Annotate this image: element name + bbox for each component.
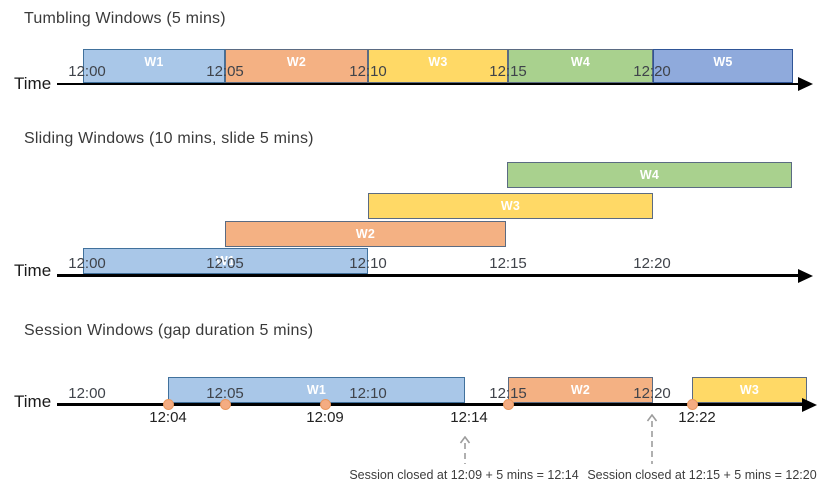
window-label: W3 — [739, 383, 760, 397]
window-label: W2 — [355, 227, 376, 241]
event-dot — [162, 399, 174, 410]
event-dot — [319, 399, 331, 410]
axis-arrowhead-icon — [798, 77, 813, 91]
event-time-label: 12:04 — [149, 409, 187, 426]
tick-label: 12:20 — [633, 255, 671, 272]
window-box-sliding-w1: W1 — [83, 248, 368, 274]
tick-label: 12:15 — [489, 385, 527, 402]
dashed-arrow-icon — [459, 435, 471, 464]
window-box-sliding-w4: W4 — [507, 162, 792, 188]
tick-label: 12:00 — [68, 255, 106, 272]
tick-label: 12:20 — [633, 63, 671, 80]
window-label: W2 — [286, 55, 307, 69]
window-label: W4 — [639, 168, 660, 182]
tick-label: 12:10 — [349, 255, 387, 272]
time-axis-line — [57, 274, 800, 277]
window-box-tumbling-w4: W4 — [508, 49, 653, 83]
time-axis-label: Time — [14, 74, 52, 93]
tick-label: 12:05 — [206, 255, 244, 272]
tick-label: 12:15 — [489, 255, 527, 272]
window-box-tumbling-w1: W1 — [83, 49, 225, 83]
time-axis-label: Time — [14, 261, 52, 280]
tick-label: 12:15 — [489, 63, 527, 80]
window-box-sliding-w2: W2 — [225, 221, 506, 247]
window-box-tumbling-w5: W5 — [653, 49, 793, 83]
time-axis-label: Time — [14, 392, 52, 411]
diagram-title-sliding: Sliding Windows (10 mins, slide 5 mins) — [24, 130, 314, 147]
window-label: W3 — [500, 199, 521, 213]
window-box-tumbling-w2: W2 — [225, 49, 368, 83]
axis-arrowhead-icon — [802, 397, 817, 412]
event-time-label: 12:09 — [306, 409, 344, 426]
tick-label: 12:10 — [349, 63, 387, 80]
window-box-session-w1: W1 — [168, 377, 465, 403]
window-box-sliding-w3: W3 — [368, 193, 653, 219]
window-label: W5 — [713, 55, 733, 69]
event-time-label: 12:22 — [678, 409, 716, 426]
tick-label: 12:10 — [349, 385, 387, 402]
tick-label: 12:00 — [68, 63, 106, 80]
event-time-label: 12:14 — [450, 409, 488, 426]
diagram-title-session: Session Windows (gap duration 5 mins) — [24, 322, 314, 339]
dashed-arrow-icon — [646, 413, 658, 464]
window-label: W1 — [144, 55, 164, 69]
event-dot — [219, 399, 231, 410]
window-label: W4 — [570, 55, 591, 69]
window-label: W1 — [306, 383, 327, 397]
window-label: W2 — [570, 383, 591, 397]
window-label: W1 — [215, 254, 236, 268]
window-label: W3 — [428, 55, 448, 69]
session-close-annotation: Session closed at 12:15 + 5 mins = 12:20 — [587, 468, 817, 482]
diagram-title-tumbling: Tumbling Windows (5 mins) — [24, 10, 226, 27]
axis-arrowhead-icon — [798, 268, 813, 283]
time-axis-line — [57, 403, 804, 406]
time-axis-line — [57, 83, 800, 85]
tick-label: 12:00 — [68, 385, 106, 402]
window-box-session-w3: W3 — [692, 377, 807, 403]
window-box-session-w2: W2 — [508, 377, 653, 403]
window-box-tumbling-w3: W3 — [368, 49, 508, 83]
tick-label: 12:05 — [206, 385, 244, 402]
event-dot — [502, 399, 514, 410]
tick-label: 12:05 — [206, 63, 244, 80]
session-close-annotation: Session closed at 12:09 + 5 mins = 12:14 — [349, 468, 579, 482]
tick-label: 12:20 — [633, 385, 671, 402]
event-dot — [686, 399, 698, 410]
